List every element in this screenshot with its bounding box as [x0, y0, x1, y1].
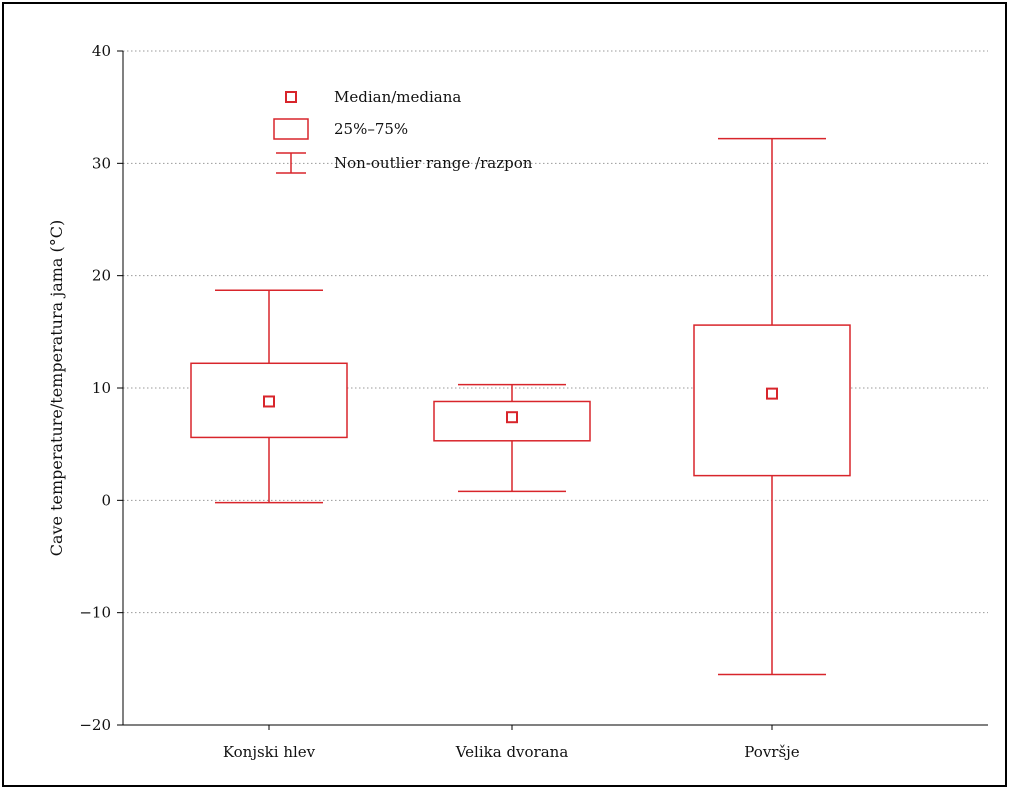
legend-median-icon	[285, 91, 297, 103]
y-tick-label: 10	[92, 379, 111, 397]
y-tick-label: −20	[79, 716, 111, 734]
median-marker	[263, 395, 275, 408]
y-tick-label: 0	[101, 491, 111, 509]
y-axis-label: Cave temperature/temperatura jama (°C)	[47, 220, 66, 557]
y-tick-label: 20	[92, 267, 111, 285]
legend-label: 25%–75%	[334, 120, 408, 138]
legend-item-3: Non-outlier range /razpon	[276, 152, 533, 174]
iqr-box	[693, 324, 851, 477]
x-tick-label: Konjski hlev	[223, 743, 316, 761]
x-axis-ticks: Konjski hlev Velika dvorana Površje	[223, 725, 800, 761]
y-axis-ticks: −20 −10 0 10 20 30 40	[79, 42, 123, 734]
box-1	[190, 289, 348, 504]
legend-box-icon	[273, 118, 309, 140]
legend-label: Non-outlier range /razpon	[334, 154, 533, 172]
x-tick-label: Velika dvorana	[455, 743, 569, 761]
median-marker	[506, 411, 518, 424]
legend: Median/mediana 25%–75% Non-outlier range /…	[273, 88, 533, 174]
boxes	[190, 137, 851, 676]
legend-label: Median/mediana	[334, 88, 461, 106]
y-tick-label: 30	[92, 154, 111, 172]
iqr-box	[190, 362, 348, 439]
grid-lines	[123, 50, 988, 614]
box-3	[693, 137, 851, 676]
box-2	[433, 383, 591, 493]
legend-item-2: 25%–75%	[273, 118, 408, 140]
y-tick-label: −10	[79, 604, 111, 622]
median-marker	[766, 387, 778, 400]
legend-item-1: Median/mediana	[285, 88, 461, 106]
x-tick-label: Površje	[744, 743, 800, 761]
y-tick-label: 40	[92, 42, 111, 60]
